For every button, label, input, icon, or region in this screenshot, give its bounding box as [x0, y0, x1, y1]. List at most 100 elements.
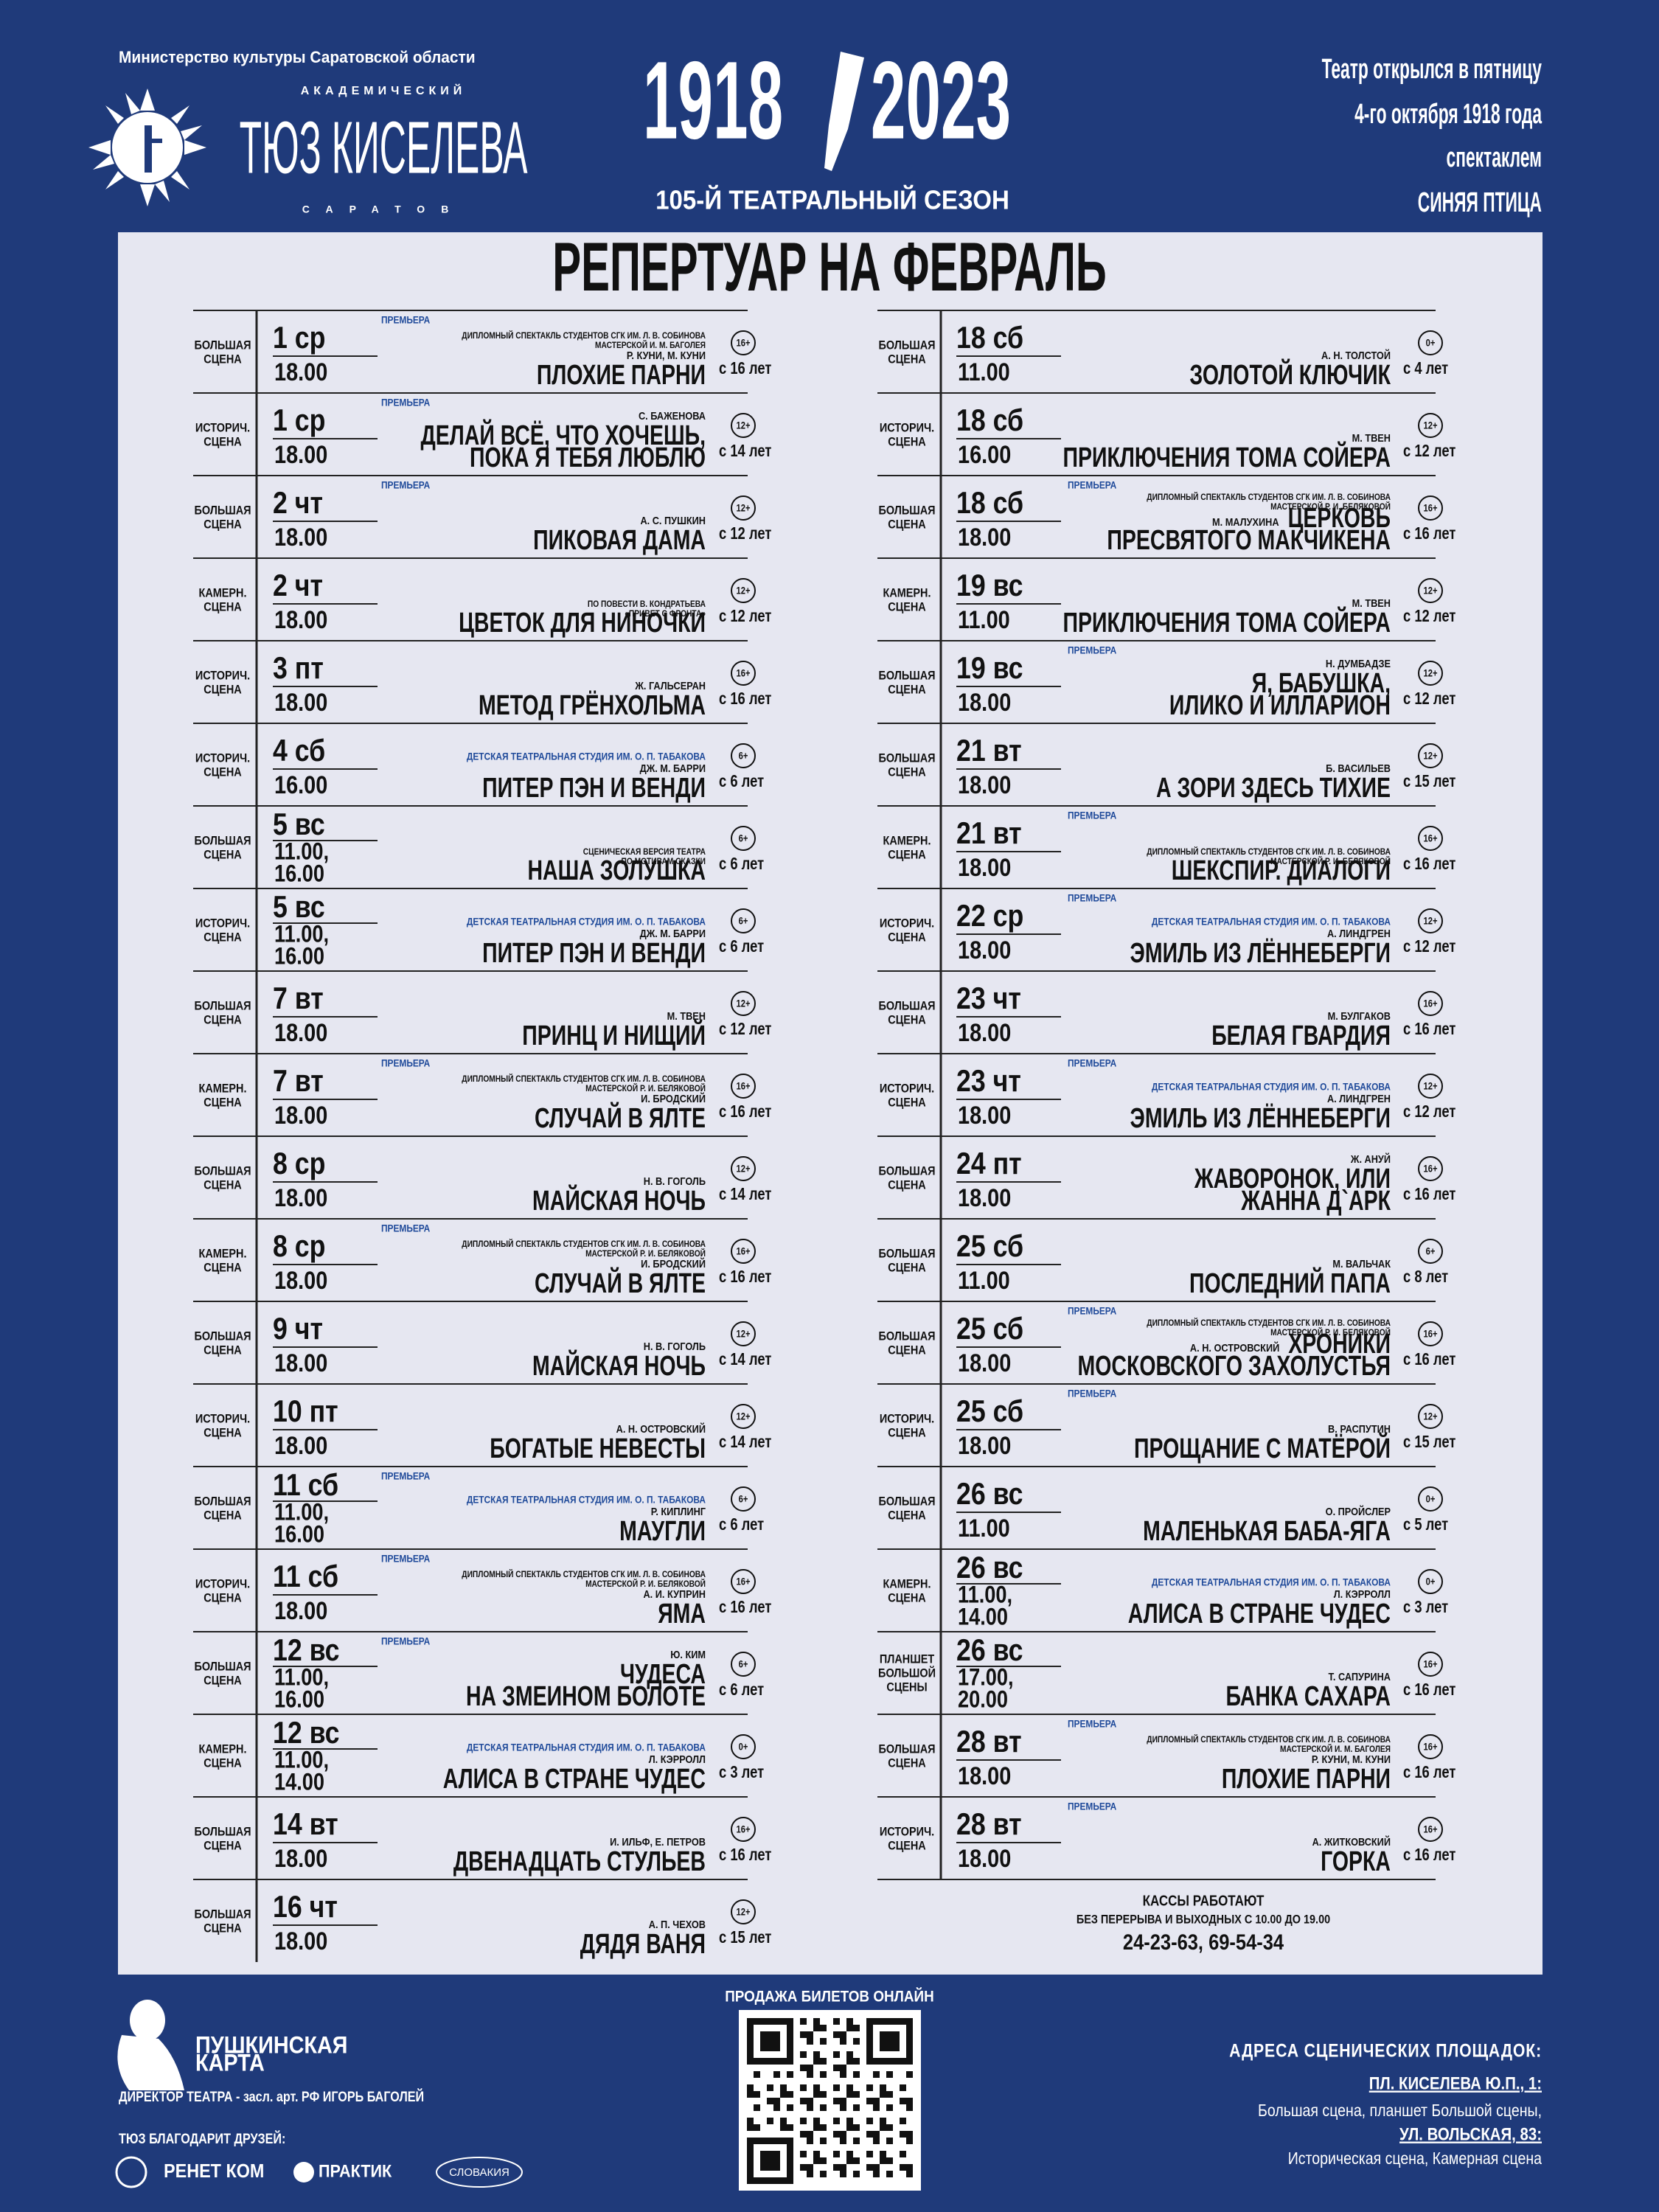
qr-module [747, 2045, 754, 2051]
rating: 6+ [739, 1659, 748, 1670]
age: с 12 лет [1403, 442, 1455, 460]
rating-icon [1418, 1652, 1443, 1677]
time: 11.00, [274, 838, 329, 865]
time: 18.00 [274, 523, 327, 552]
qr-module [820, 2171, 827, 2177]
stage-label: БОЛЬШАЯ [194, 1825, 251, 1838]
rating-icon [1418, 1156, 1443, 1181]
qr-module [846, 2118, 853, 2124]
stage-label: СЦЕНА [888, 1178, 925, 1192]
rating: 16+ [737, 1824, 751, 1835]
rating-icon [731, 1156, 756, 1181]
qr-module [760, 2164, 767, 2171]
qr-module [800, 2031, 807, 2038]
show-title: ПЛОХИЕ ПАРНИ [1222, 1764, 1391, 1795]
qr-module [807, 2098, 813, 2104]
age: с 3 лет [719, 1763, 764, 1781]
show-title: А ЗОРИ ЗДЕСЬ ТИХИЕ [1156, 773, 1391, 804]
time: 18.00 [274, 605, 327, 634]
qr-module [900, 2151, 906, 2157]
studio: ДЕТСКАЯ ТЕАТРАЛЬНАЯ СТУДИЯ ИМ. О. П. ТАБ… [1152, 1081, 1391, 1093]
show-title: ПИТЕР ПЭН И ВЕНДИ [482, 938, 706, 969]
stage-label: СЦЕНА [204, 1013, 241, 1026]
stage-label: СЦЕНА [204, 600, 241, 613]
date: 28 вт [956, 1725, 1022, 1759]
show-title: МЕТОД ГРЁНХОЛЬМА [479, 690, 706, 721]
stage-label: ИСТОРИЧ. [195, 751, 250, 765]
rating: 12+ [1424, 1411, 1438, 1422]
sun-rays [88, 88, 206, 206]
qr-module [754, 2104, 760, 2111]
show-title: ЭМИЛЬ ИЗ ЛЁННЕБЕРГИ [1130, 1103, 1391, 1134]
age: с 16 лет [719, 1846, 771, 1864]
qr-module [807, 2031, 813, 2038]
qr-module [780, 2138, 787, 2144]
rating-icon [1418, 1321, 1443, 1346]
stage-label: КАМЕРН. [199, 586, 247, 599]
qr-module [873, 2018, 880, 2025]
qr-module [787, 2177, 793, 2184]
qr-module [853, 2157, 860, 2164]
time: 16.00 [958, 440, 1011, 469]
qr-module [767, 2018, 773, 2025]
stage-label: БОЛЬШАЯ [194, 338, 251, 352]
rating: 12+ [1424, 420, 1438, 431]
qr-module [807, 2171, 813, 2177]
age: с 16 лет [1403, 1020, 1455, 1038]
age: с 3 лет [1403, 1598, 1448, 1616]
logo-sun [88, 88, 206, 206]
qr-module [840, 2071, 846, 2078]
rating-icon [731, 1734, 756, 1759]
qr-module [747, 2164, 754, 2171]
stage-label: СЦЕНА [204, 1839, 241, 1852]
show-title: ПРИНЦ И НИЩИЙ [522, 1019, 706, 1051]
qr-module [807, 2131, 813, 2138]
note: МАСТЕРСКОЙ Р. И. БЕЛЯКОВОЙ [585, 1248, 706, 1259]
show-title: Я, БАБУШКА, [1252, 668, 1391, 699]
qr-module [833, 2164, 840, 2171]
qr-module [773, 2045, 780, 2051]
stage-label: БОЛЬШАЯ [194, 504, 251, 517]
history-line: СИНЯЯ ПТИЦА [1418, 187, 1542, 218]
season: 105-Й ТЕАТРАЛЬНЫЙ СЕЗОН [655, 184, 1009, 215]
author: Ю. КИМ [670, 1648, 706, 1660]
age: с 6 лет [719, 855, 764, 873]
rating: 12+ [737, 585, 751, 597]
date: 28 вт [956, 1807, 1022, 1841]
premiere-tag: ПРЕМЬЕРА [1068, 1057, 1117, 1069]
note: ДИПЛОМНЫЙ СПЕКТАКЛЬ СТУДЕНТОВ СГК ИМ. Л.… [1147, 846, 1391, 857]
age: с 16 лет [719, 1267, 771, 1286]
rating-icon [731, 1074, 756, 1099]
date: 2 чт [273, 568, 323, 602]
age: с 16 лет [1403, 1680, 1455, 1699]
stage-label: ИСТОРИЧ. [880, 1412, 934, 1425]
qr-module [760, 2151, 767, 2157]
time: 18.00 [274, 358, 327, 386]
rating: 0+ [1426, 1576, 1436, 1587]
rating: 12+ [1424, 668, 1438, 679]
qr-module [880, 2124, 886, 2131]
qr-module [840, 2138, 846, 2144]
qr-module [820, 2071, 827, 2078]
qr-module [767, 2138, 773, 2144]
rating-icon [731, 578, 756, 603]
note: МАСТЕРСКОЙ И. М. БАГОЛЕЯ [1280, 1744, 1391, 1754]
qr-module [820, 2157, 827, 2164]
repertoire-panel [118, 232, 1543, 1975]
stage-label: ИСТОРИЧ. [195, 421, 250, 434]
rating-icon [1418, 1817, 1443, 1842]
qr-module [853, 2038, 860, 2045]
logo-name: ТЮЗ КИСЕЛЕВА [240, 105, 528, 189]
qr-module [747, 2038, 754, 2045]
time: 18.00 [958, 936, 1011, 964]
date: 9 чт [273, 1312, 323, 1346]
qr-module [780, 2118, 787, 2124]
show-title: БАНКА САХАРА [1225, 1681, 1391, 1712]
qr-module [873, 2164, 880, 2171]
show-title: ПИКОВАЯ ДАМА [533, 525, 706, 556]
studio: ДЕТСКАЯ ТЕАТРАЛЬНАЯ СТУДИЯ ИМ. О. П. ТАБ… [467, 751, 706, 762]
qr-module [866, 2084, 873, 2091]
stage-label: СЦЕНА [888, 848, 925, 861]
show-title: ПОСЛЕДНИЙ ПАПА [1189, 1267, 1391, 1299]
qr-module [787, 2171, 793, 2177]
